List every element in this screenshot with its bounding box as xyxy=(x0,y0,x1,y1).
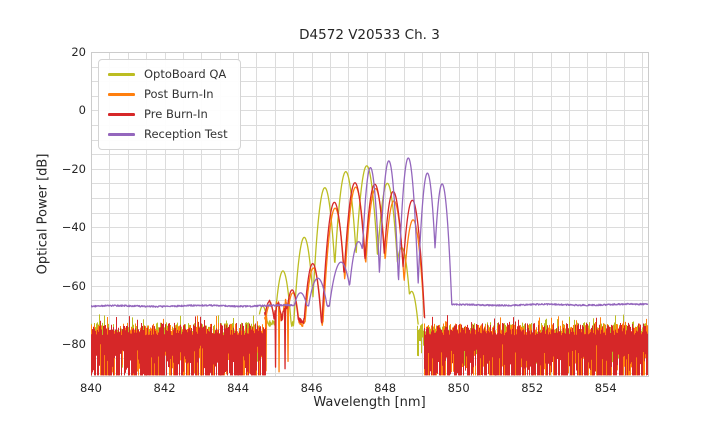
legend-item-reception-test: Reception Test xyxy=(108,127,228,142)
y-tick--20: −20 xyxy=(61,161,86,176)
legend-item-post-burn-in: Post Burn-In xyxy=(108,87,228,102)
legend-label: Reception Test xyxy=(144,127,228,141)
x-tick-850: 850 xyxy=(447,381,470,395)
y-tick--60: −60 xyxy=(61,278,86,293)
x-tick-852: 852 xyxy=(521,381,544,395)
legend-line-swatch xyxy=(108,93,135,96)
legend-label: Post Burn-In xyxy=(144,87,214,101)
legend-label: OptoBoard QA xyxy=(144,67,227,81)
x-tick-844: 844 xyxy=(227,381,250,395)
x-tick-842: 842 xyxy=(153,381,176,395)
x-tick-840: 840 xyxy=(80,381,102,395)
legend-line-swatch xyxy=(108,113,135,116)
y-axis-label: Optical Power [dB] xyxy=(35,153,51,275)
legend-item-pre-burn-in: Pre Burn-In xyxy=(108,107,228,122)
legend-label: Pre Burn-In xyxy=(144,107,208,121)
y-tick--80: −80 xyxy=(61,336,86,351)
x-axis-label: Wavelength [nm] xyxy=(313,395,426,410)
legend-item-optoboard-qa: OptoBoard QA xyxy=(108,67,228,82)
chart-title: D4572 V20533 Ch. 3 xyxy=(299,27,440,43)
legend-line-swatch xyxy=(108,133,135,136)
y-tick-20: 20 xyxy=(71,45,86,59)
y-tick--40: −40 xyxy=(61,220,86,235)
legend: OptoBoard QA Post Burn-In Pre Burn-In Recep… xyxy=(98,59,241,150)
y-tick-0: 0 xyxy=(78,103,86,118)
x-tick-848: 848 xyxy=(374,381,397,395)
x-tick-854: 854 xyxy=(594,381,617,395)
x-tick-846: 846 xyxy=(300,381,323,395)
legend-line-swatch xyxy=(108,73,135,76)
